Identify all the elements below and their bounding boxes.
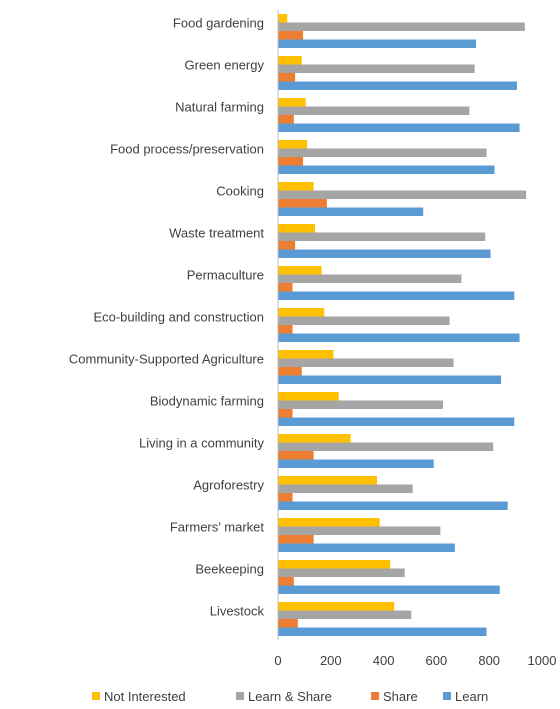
bar-eco-building-and-construction-share [278,325,293,334]
bar-agroforestry-learn-share [278,484,413,493]
bar-community-supported-agriculture-learn-share [278,358,454,367]
bar-living-in-a-community-learn-share [278,442,494,451]
bar-waste-treatment-learn [278,249,491,258]
bar-agroforestry-not-interested [278,476,377,485]
bar-food-process-preservation-not-interested [278,140,308,149]
bar-food-gardening-learn [278,39,476,48]
bar-waste-treatment-share [278,241,296,250]
legend-label-learn: Learn [455,689,488,704]
bar-biodynamic-farming-learn-share [278,400,443,409]
bar-food-gardening-learn-share [278,22,525,31]
bar-community-supported-agriculture-learn [278,375,502,384]
bar-living-in-a-community-not-interested [278,434,351,443]
bar-beekeeping-learn-share [278,568,405,577]
x-tick-label-600: 600 [426,653,448,668]
bar-biodynamic-farming-not-interested [278,392,339,401]
legend-swatch-not-interested [92,692,100,700]
bar-green-energy-learn [278,81,517,90]
bar-farmers-market-learn [278,543,455,552]
bar-eco-building-and-construction-not-interested [278,308,325,317]
bar-agroforestry-share [278,493,293,502]
x-tick-label-400: 400 [373,653,395,668]
category-label-cooking: Cooking [216,183,264,198]
x-tick-label-200: 200 [320,653,342,668]
bar-food-process-preservation-learn-share [278,148,487,157]
legend: Not Interested Learn & Share Share Learn [92,689,488,704]
bar-cooking-learn [278,207,424,216]
x-tick-label-0: 0 [274,653,281,668]
bar-beekeeping-share [278,577,294,586]
bar-waste-treatment-not-interested [278,224,315,233]
legend-swatch-share [371,692,379,700]
bar-food-process-preservation-learn [278,165,495,174]
bar-food-gardening-share [278,31,304,40]
bar-livestock-learn [278,627,487,636]
x-tick-label-800: 800 [478,653,500,668]
category-label-waste-treatment: Waste treatment [169,225,264,240]
bar-community-supported-agriculture-not-interested [278,350,334,359]
bar-green-energy-learn-share [278,64,475,73]
bar-natural-farming-learn [278,123,520,132]
category-label-natural-farming: Natural farming [175,99,264,114]
legend-swatch-learn-share [236,692,244,700]
bar-cooking-not-interested [278,182,314,191]
bar-biodynamic-farming-learn [278,417,515,426]
bar-food-gardening-not-interested [278,14,288,23]
bar-food-process-preservation-share [278,157,304,166]
category-label-food-process-preservation: Food process/preservation [110,141,264,156]
category-label-farmers-market: Farmers’ market [170,519,265,534]
bar-livestock-not-interested [278,602,395,611]
category-label-green-energy: Green energy [185,57,265,72]
category-label-eco-building-and-construction: Eco-building and construction [93,309,264,324]
legend-swatch-learn [443,692,451,700]
bar-green-energy-not-interested [278,56,302,65]
bar-permaculture-learn [278,291,515,300]
legend-label-not-interested: Not Interested [104,689,186,704]
bar-natural-farming-share [278,115,294,124]
bar-livestock-learn-share [278,610,412,619]
bar-living-in-a-community-share [278,451,314,460]
bar-cooking-learn-share [278,190,527,199]
bar-farmers-market-not-interested [278,518,380,527]
bar-beekeeping-not-interested [278,560,391,569]
bar-living-in-a-community-learn [278,459,434,468]
bar-cooking-share [278,199,327,208]
legend-label-share: Share [383,689,418,704]
legend-label-learn-share: Learn & Share [248,689,332,704]
bar-beekeeping-learn [278,585,500,594]
bar-permaculture-learn-share [278,274,462,283]
bars-group [278,14,527,636]
category-labels: Food gardening Green energy Natural farmin… [69,15,265,618]
bar-agroforestry-learn [278,501,508,510]
category-label-permaculture: Permaculture [187,267,264,282]
category-label-beekeeping: Beekeeping [195,561,264,576]
bar-green-energy-share [278,73,296,82]
category-label-biodynamic-farming: Biodynamic farming [150,393,264,408]
bar-farmers-market-learn-share [278,526,441,535]
bar-farmers-market-share [278,535,314,544]
category-label-living-in-a-community: Living in a community [139,435,264,450]
bar-permaculture-not-interested [278,266,322,275]
x-tick-label-1000: 1000 [528,653,557,668]
x-tick-labels: 0 200 400 600 800 1000 [274,653,556,668]
category-label-livestock: Livestock [210,603,265,618]
bar-natural-farming-not-interested [278,98,306,107]
bar-eco-building-and-construction-learn [278,333,520,342]
bar-livestock-share [278,619,298,628]
bar-permaculture-share [278,283,293,292]
category-label-community-supported-agriculture: Community-Supported Agriculture [69,351,264,366]
bar-eco-building-and-construction-learn-share [278,316,450,325]
bar-waste-treatment-learn-share [278,232,486,241]
category-label-agroforestry: Agroforestry [193,477,264,492]
category-label-food-gardening: Food gardening [173,15,264,30]
bar-biodynamic-farming-share [278,409,293,418]
bar-community-supported-agriculture-share [278,367,302,376]
bar-natural-farming-learn-share [278,106,470,115]
